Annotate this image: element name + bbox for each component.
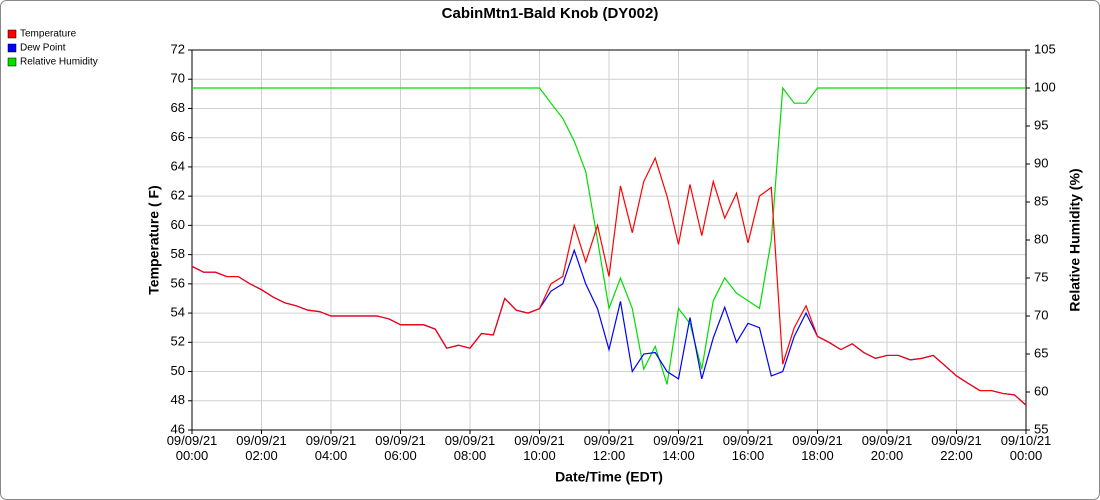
y-tick-label: 48: [171, 392, 185, 407]
x-tick-label: 09/09/21 00:00: [166, 433, 218, 463]
series-line: [191, 156, 1027, 406]
x-tick-label: 09/09/21 10:00: [514, 433, 565, 463]
y-axis-label: Temperature ( F): [146, 185, 162, 294]
y-tick-label: 50: [171, 363, 185, 378]
plot-border: [191, 49, 1027, 431]
y-tick-label: 64: [171, 158, 185, 173]
y-tick-label: 56: [171, 275, 185, 290]
x-tick-label: 09/09/21 02:00: [236, 433, 287, 463]
y2-tick-label: 55: [1034, 421, 1048, 436]
y2-tick-label: 80: [1034, 231, 1048, 246]
y2-tick-label: 60: [1034, 383, 1048, 398]
x-tick-label: 09/09/21 08:00: [444, 433, 496, 463]
y2-tick-label: 90: [1034, 155, 1048, 170]
y-tick-label: 70: [171, 71, 185, 86]
series-line: [192, 86, 1026, 385]
legend-swatch: [7, 43, 17, 53]
y2-tick-label: 70: [1034, 307, 1048, 322]
x-tick-label: 09/09/21 18:00: [792, 433, 843, 463]
x-tick-label: 09/10/21 00:00: [1000, 433, 1052, 463]
x-tick-label: 09/09/21 06:00: [375, 433, 426, 463]
x-axis-label: Date/Time (EDT): [555, 469, 663, 485]
y2-tick-label: 105: [1034, 41, 1056, 56]
x-tick-label: 09/09/21 12:00: [583, 433, 635, 463]
x-tick-label: 09/09/21 20:00: [861, 433, 913, 463]
y2-tick-label: 75: [1034, 269, 1048, 284]
x-tick-label: 09/09/21 14:00: [653, 433, 704, 463]
y-tick-label: 52: [171, 334, 185, 349]
x-tick-label: 09/09/21 22:00: [931, 433, 982, 463]
y-tick-label: 58: [171, 246, 185, 261]
legend-label: Temperature: [20, 29, 77, 40]
y2-tick-label: 85: [1034, 193, 1048, 208]
x-tick-label: 09/09/21 16:00: [722, 433, 774, 463]
chart-title: CabinMtn1-Bald Knob (DY002): [442, 5, 659, 22]
y2-tick-label: 95: [1034, 117, 1048, 132]
y-tick-label: 54: [171, 305, 185, 320]
legend-label: Dew Point: [20, 43, 66, 54]
y-tick-label: 72: [171, 41, 185, 56]
y2-tick-label: 100: [1034, 79, 1056, 94]
legend-label: Relative Humidity: [20, 57, 98, 68]
y2-tick-label: 65: [1034, 345, 1048, 360]
x-tick-label: 09/09/21 04:00: [305, 433, 357, 463]
y-tick-label: 60: [171, 217, 185, 232]
y-tick-label: 66: [171, 129, 185, 144]
y-tick-label: 62: [171, 188, 185, 203]
y-tick-label: 68: [171, 100, 185, 115]
y-tick-label: 46: [171, 421, 185, 436]
legend-swatch: [7, 57, 17, 67]
legend-swatch: [7, 29, 17, 39]
y2-axis-label: Relative Humidity (%): [1067, 168, 1083, 311]
